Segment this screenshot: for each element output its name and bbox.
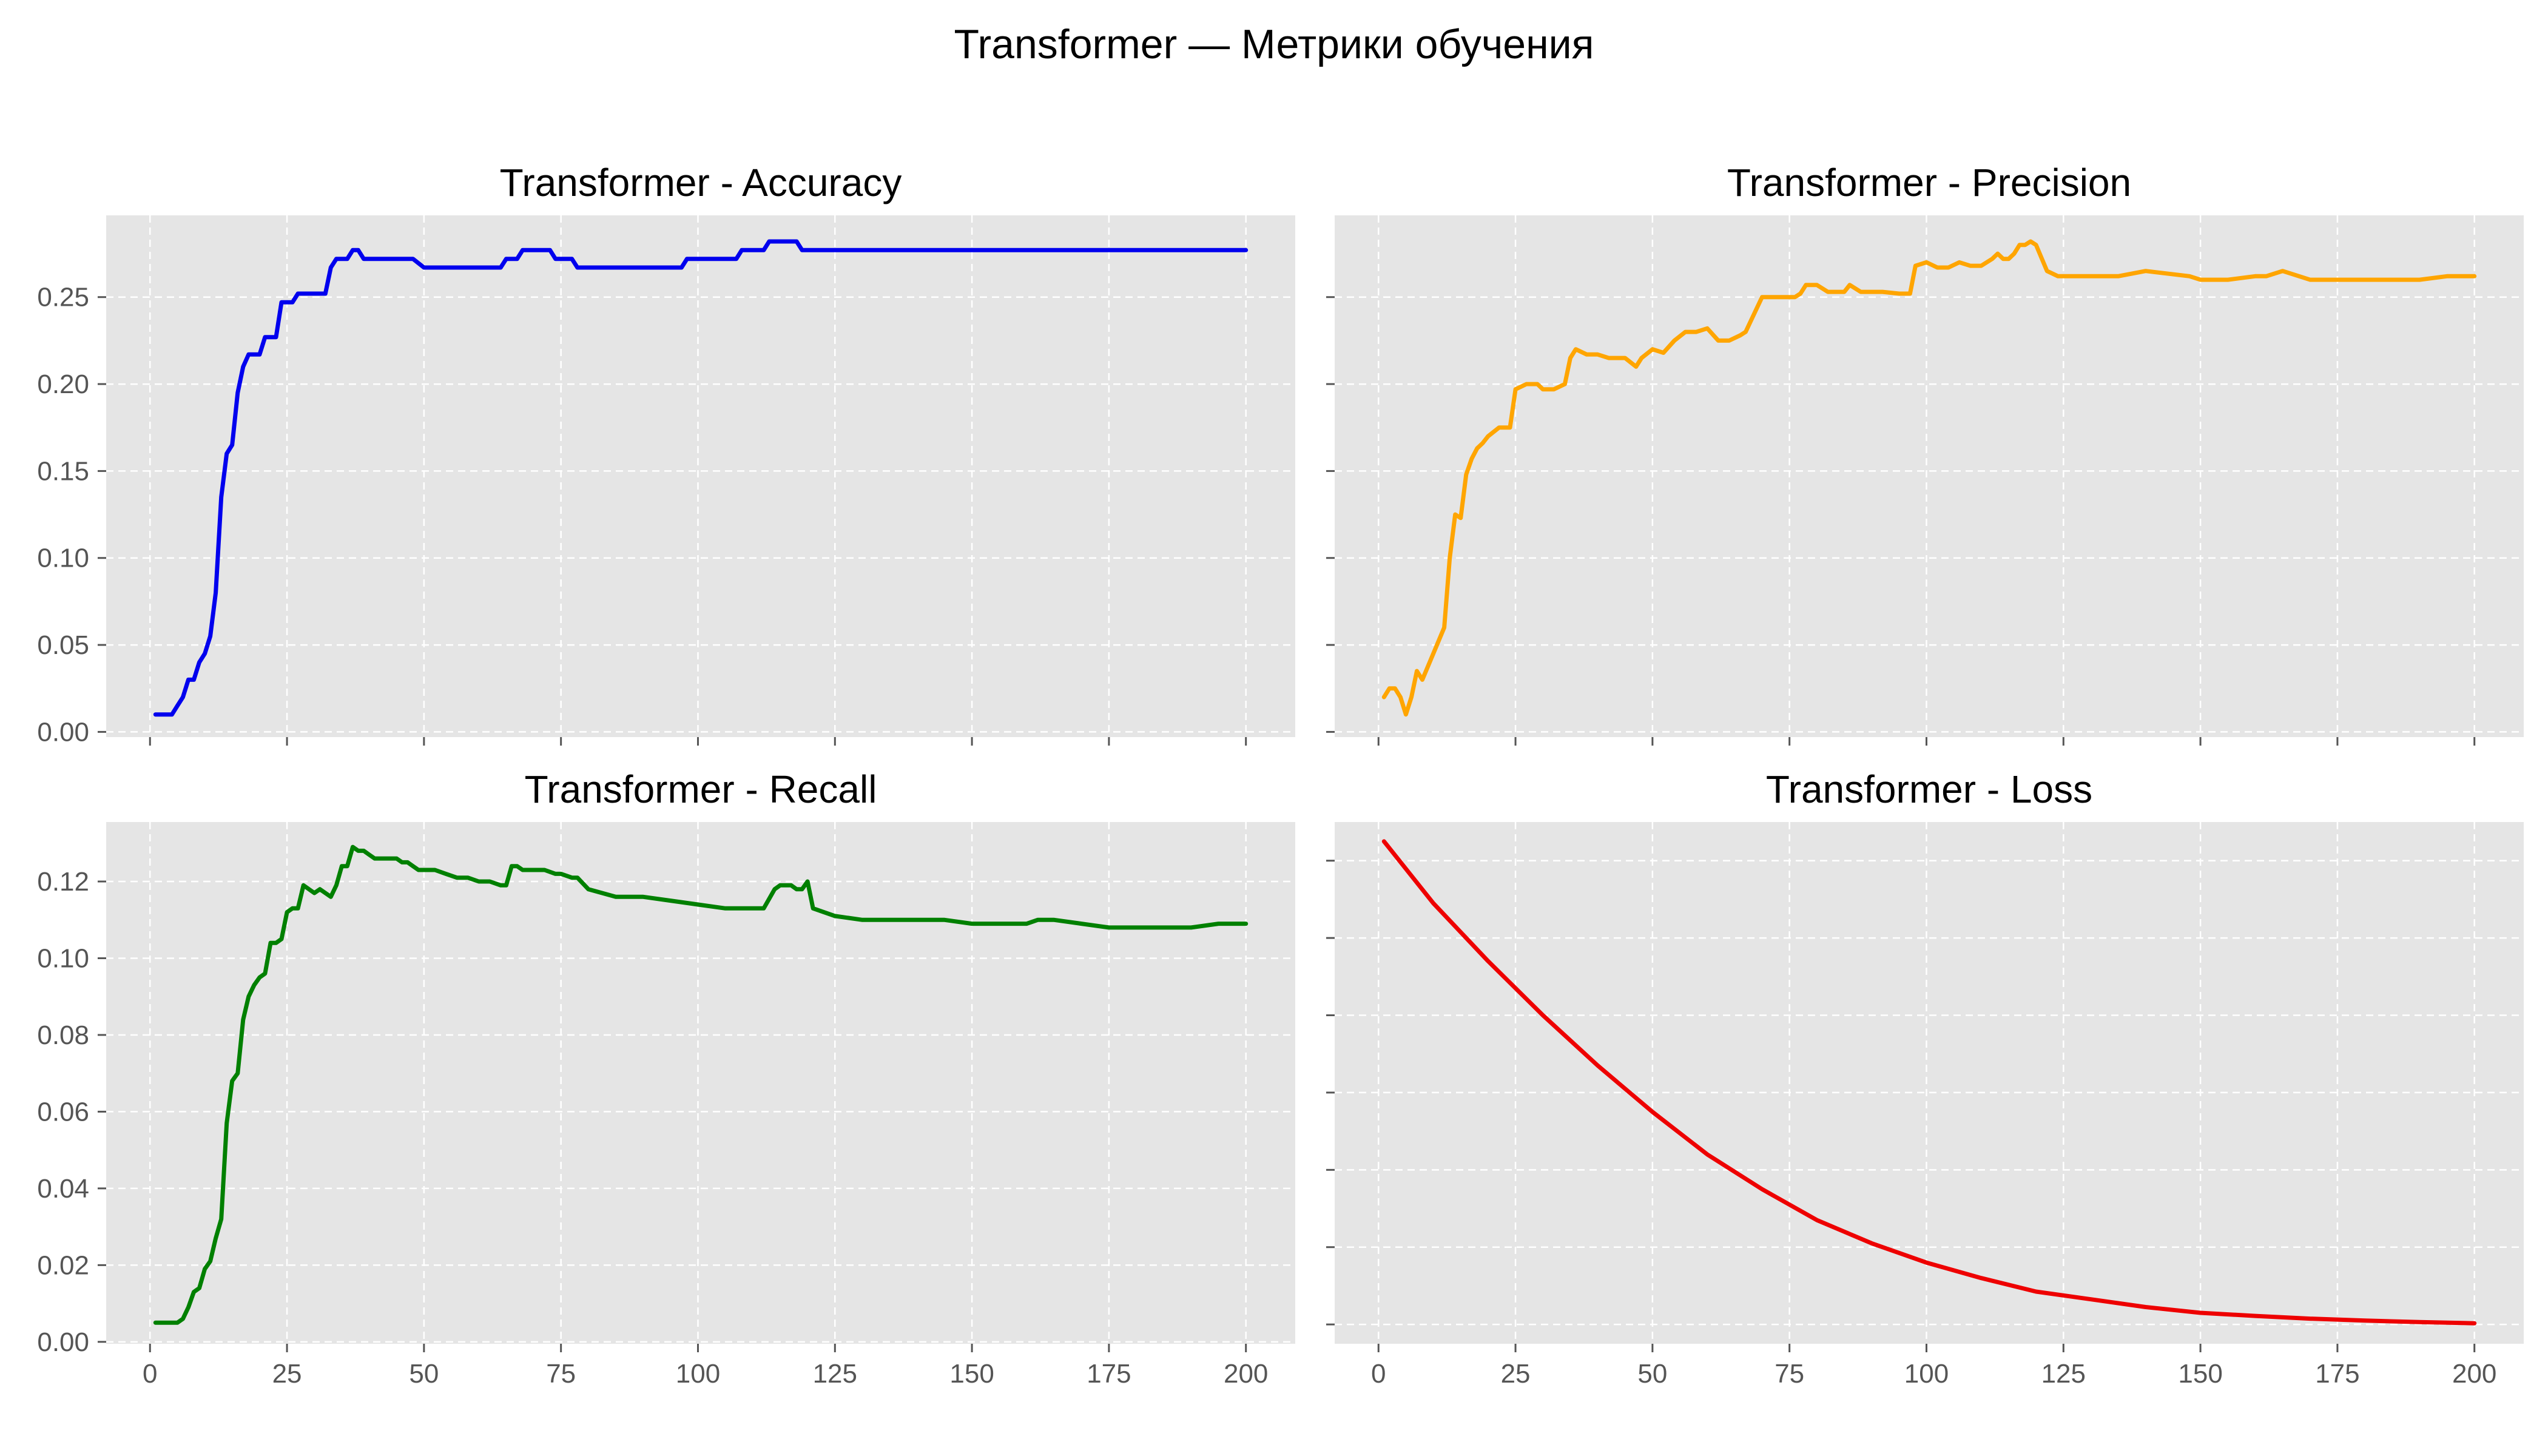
series-line — [1381, 239, 2477, 717]
y-tick-label: 0.08 — [37, 1020, 89, 1050]
x-tick-label: 200 — [1224, 1359, 1268, 1389]
y-tick-label: 0.12 — [37, 867, 89, 897]
x-tick-label: 75 — [546, 1359, 576, 1389]
x-tick-label: 0 — [143, 1359, 157, 1389]
x-tick-label: 100 — [1904, 1359, 1949, 1389]
x-tick-label: 50 — [409, 1359, 439, 1389]
y-tick-label: 0.20 — [37, 369, 89, 399]
subplot-title: Transformer - Recall — [525, 767, 877, 811]
plot-area — [106, 822, 1295, 1344]
x-tick-label: 175 — [2315, 1359, 2359, 1389]
series-line — [153, 844, 1249, 1325]
series-line — [153, 239, 1249, 717]
x-tick-label: 150 — [949, 1359, 994, 1389]
x-tick-label: 100 — [676, 1359, 720, 1389]
x-tick-label: 125 — [2041, 1359, 2086, 1389]
y-tick-label: 0.15 — [37, 456, 89, 486]
x-tick-label: 200 — [2452, 1359, 2496, 1389]
plot-area — [1335, 215, 2524, 737]
x-tick-label: 150 — [2178, 1359, 2222, 1389]
x-tick-label: 0 — [1371, 1359, 1386, 1389]
y-tick-label: 0.02 — [37, 1250, 89, 1280]
y-tick-label: 0.00 — [37, 717, 89, 747]
y-tick-label: 0.06 — [37, 1097, 89, 1127]
subplot-title: Transformer - Accuracy — [500, 161, 902, 204]
y-tick-label: 0.05 — [37, 630, 89, 660]
plot-area — [1335, 822, 2524, 1344]
x-tick-label: 25 — [1501, 1359, 1531, 1389]
y-tick-label: 0.10 — [37, 943, 89, 973]
subplot-title: Transformer - Loss — [1766, 767, 2092, 811]
x-tick-label: 75 — [1774, 1359, 1804, 1389]
x-tick-label: 25 — [272, 1359, 302, 1389]
subplot-loss: 0 25 50 75 100 125 150 175 200 Transformer - Loss — [1326, 767, 2524, 1389]
x-tick-label: 50 — [1637, 1359, 1667, 1389]
y-tick-label: 0.10 — [37, 544, 89, 573]
y-tick-label: 0.25 — [37, 283, 89, 312]
plot-area — [106, 215, 1295, 737]
subplot-accuracy: 0.00 0.05 0.10 0.15 0.20 0.25 Transformer - Ac… — [37, 161, 1295, 747]
subplot-recall: 0 25 50 75 100 125 150 175 200 0.00 0.02 0.04 0.06 0.… — [37, 767, 1295, 1389]
x-tick-label: 175 — [1087, 1359, 1131, 1389]
subplot-precision: Transformer - Precision — [1326, 161, 2524, 746]
y-tick-label: 0.04 — [37, 1174, 89, 1204]
series-line — [1381, 839, 2477, 1326]
y-tick-label: 0.00 — [37, 1327, 89, 1357]
subplot-title: Transformer - Precision — [1727, 161, 2131, 204]
figure-suptitle: Transformer — Метрики обучения — [954, 21, 1594, 67]
x-tick-label: 125 — [813, 1359, 857, 1389]
